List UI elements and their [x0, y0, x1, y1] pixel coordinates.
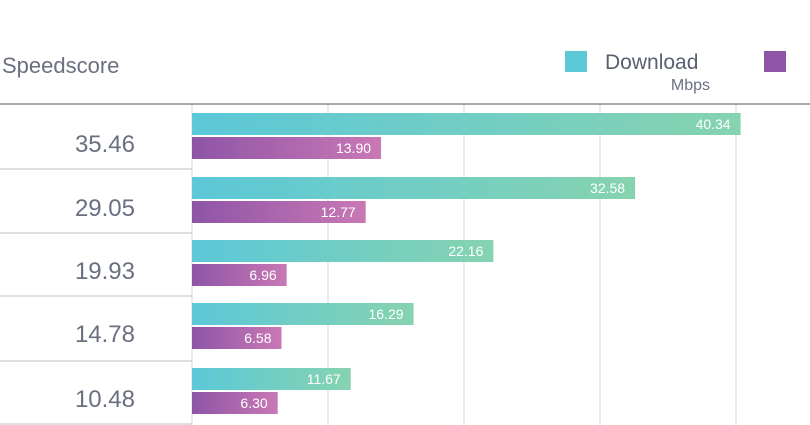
speedscore-column-title: Speedscore [2, 53, 119, 78]
upload-value-label: 6.58 [244, 330, 271, 346]
download-value-label: 40.34 [696, 116, 731, 132]
upload-value-label: 6.96 [249, 267, 276, 283]
speedscore-value: 35.46 [75, 131, 135, 158]
upload-value-label: 6.30 [240, 395, 267, 411]
chart-header: Speedscore Download Mbps [2, 51, 786, 94]
speedscore-value: 10.48 [75, 386, 135, 413]
upload-bar [192, 264, 287, 286]
upload-bar [192, 201, 366, 223]
legend-download-label: Download [605, 51, 698, 74]
upload-bar [192, 392, 278, 414]
download-value-label: 22.16 [448, 243, 483, 259]
row-separators [0, 103, 810, 425]
download-value-label: 32.58 [590, 180, 625, 196]
download-value-label: 16.29 [368, 306, 403, 322]
speedscore-value: 19.93 [75, 258, 135, 285]
upload-value-label: 12.77 [321, 204, 356, 220]
legend-download-swatch [565, 51, 587, 72]
download-bar [192, 303, 414, 325]
bars-layer: 35.46 40.34 13.90 29.05 32.58 12.77 19.93 22.16… [75, 113, 741, 414]
download-bar [192, 240, 494, 262]
speedscore-value: 29.05 [75, 195, 135, 222]
speedscore-value: 14.78 [75, 321, 135, 348]
upload-value-label: 13.90 [336, 140, 371, 156]
upload-bar [192, 327, 282, 349]
download-bar [192, 177, 636, 199]
legend-upload-swatch [764, 51, 786, 72]
download-value-label: 11.67 [307, 371, 341, 387]
download-bar [192, 113, 741, 135]
download-bar [192, 368, 351, 390]
upload-bar [192, 137, 382, 159]
unit-label: Mbps [671, 77, 710, 94]
